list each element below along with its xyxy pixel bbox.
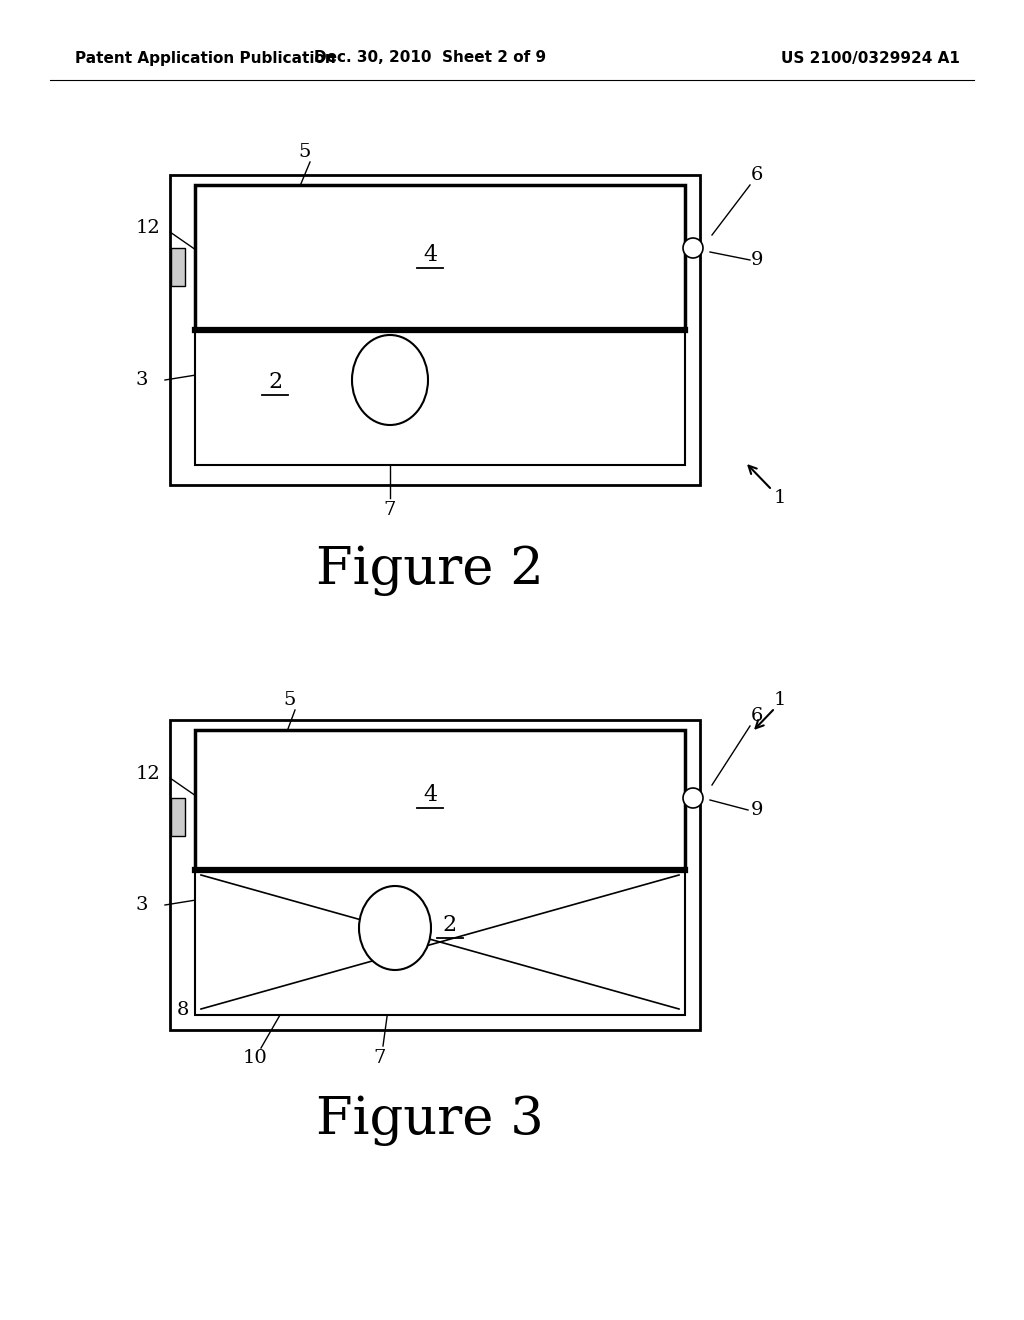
Text: 2: 2 <box>268 371 282 393</box>
Text: 9: 9 <box>751 801 763 818</box>
Bar <box>195 185 685 330</box>
Text: 12: 12 <box>135 219 161 238</box>
Bar <box>195 730 685 870</box>
Text: Figure 3: Figure 3 <box>316 1094 544 1146</box>
Text: 5: 5 <box>284 690 296 709</box>
Text: 8: 8 <box>177 1001 189 1019</box>
Text: Figure 2: Figure 2 <box>316 544 544 595</box>
Text: Dec. 30, 2010  Sheet 2 of 9: Dec. 30, 2010 Sheet 2 of 9 <box>314 50 546 66</box>
Circle shape <box>683 238 703 257</box>
Text: Patent Application Publication: Patent Application Publication <box>75 50 336 66</box>
Text: 4: 4 <box>423 784 437 807</box>
Text: 12: 12 <box>135 766 161 783</box>
Text: 1: 1 <box>774 690 786 709</box>
Text: US 2100/0329924 A1: US 2100/0329924 A1 <box>781 50 961 66</box>
Bar <box>170 176 700 484</box>
Ellipse shape <box>359 886 431 970</box>
Bar <box>195 330 685 465</box>
Text: 6: 6 <box>751 166 763 183</box>
Text: 5: 5 <box>299 143 311 161</box>
Text: 7: 7 <box>384 502 396 519</box>
Text: 3: 3 <box>136 371 148 389</box>
Text: 6: 6 <box>751 708 763 725</box>
Bar <box>195 870 685 1015</box>
Text: 10: 10 <box>243 1049 267 1067</box>
Bar <box>171 248 185 286</box>
Text: 3: 3 <box>136 896 148 913</box>
Text: 2: 2 <box>443 913 457 936</box>
Text: 4: 4 <box>423 244 437 267</box>
Text: 9: 9 <box>751 251 763 269</box>
Bar <box>170 719 700 1030</box>
Bar <box>171 799 185 836</box>
Text: 1: 1 <box>774 488 786 507</box>
Text: 7: 7 <box>374 1049 386 1067</box>
Circle shape <box>683 788 703 808</box>
Ellipse shape <box>352 335 428 425</box>
